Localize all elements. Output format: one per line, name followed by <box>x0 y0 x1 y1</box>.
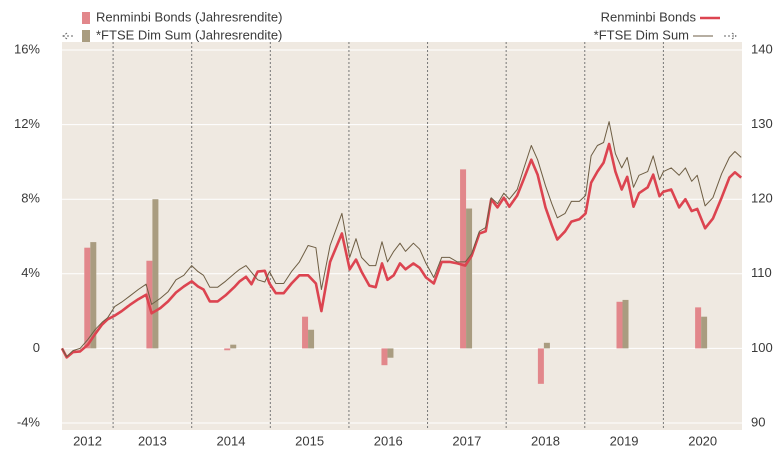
bar <box>622 299 629 349</box>
line <box>60 142 743 359</box>
line <box>61 121 742 358</box>
y-tick-label: 4% <box>21 265 40 280</box>
y-tick-label: 16% <box>14 41 40 56</box>
bar <box>84 247 91 349</box>
x-tick-label: 2019 <box>610 433 639 448</box>
bar <box>466 208 473 349</box>
y-tick-label: 0 <box>33 340 40 355</box>
legend-label: *FTSE Dim Sum <box>594 27 689 42</box>
bar <box>308 329 315 349</box>
bar <box>230 344 237 349</box>
bar <box>381 348 388 366</box>
bar <box>224 348 231 351</box>
y-tick-label: -4% <box>17 414 41 429</box>
y2-tick-label: 130 <box>751 116 773 131</box>
y2-tick-label: 110 <box>751 265 772 280</box>
x-tick-label: 2017 <box>452 433 481 448</box>
right-axis-arrow <box>724 32 737 40</box>
legend-label: Renminbi Bonds (Jahresrendite) <box>96 9 282 24</box>
legend-arrows <box>62 32 737 40</box>
x-tick-label: 2013 <box>138 433 167 448</box>
left-axis-arrow <box>62 32 73 40</box>
bar <box>701 316 708 349</box>
bar <box>616 301 623 349</box>
y2-tick-label: 100 <box>751 340 773 355</box>
plot-background <box>62 42 742 430</box>
x-tick-label: 2012 <box>73 433 102 448</box>
legend-swatch <box>82 30 90 42</box>
bar <box>302 316 309 349</box>
legend-swatch <box>82 12 90 24</box>
bar <box>152 199 159 349</box>
x-tick-label: 2020 <box>688 433 717 448</box>
bar <box>537 348 544 384</box>
y-tick-label: 12% <box>14 116 40 131</box>
bar <box>695 307 702 349</box>
x-tick-label: 2018 <box>531 433 560 448</box>
x-tick-label: 2014 <box>217 433 246 448</box>
bar <box>90 242 97 349</box>
x-tick-label: 2015 <box>295 433 324 448</box>
legend-label: Renminbi Bonds <box>601 9 697 24</box>
x-tick-label: 2016 <box>374 433 403 448</box>
y2-tick-label: 140 <box>751 41 773 56</box>
y-tick-label: 8% <box>21 191 40 206</box>
bar <box>387 348 394 358</box>
bar <box>543 342 550 349</box>
bar <box>460 169 467 349</box>
y2-tick-label: 120 <box>751 191 773 206</box>
y2-tick-label: 90 <box>751 414 765 429</box>
legend-label: *FTSE Dim Sum (Jahresrendite) <box>96 27 282 42</box>
